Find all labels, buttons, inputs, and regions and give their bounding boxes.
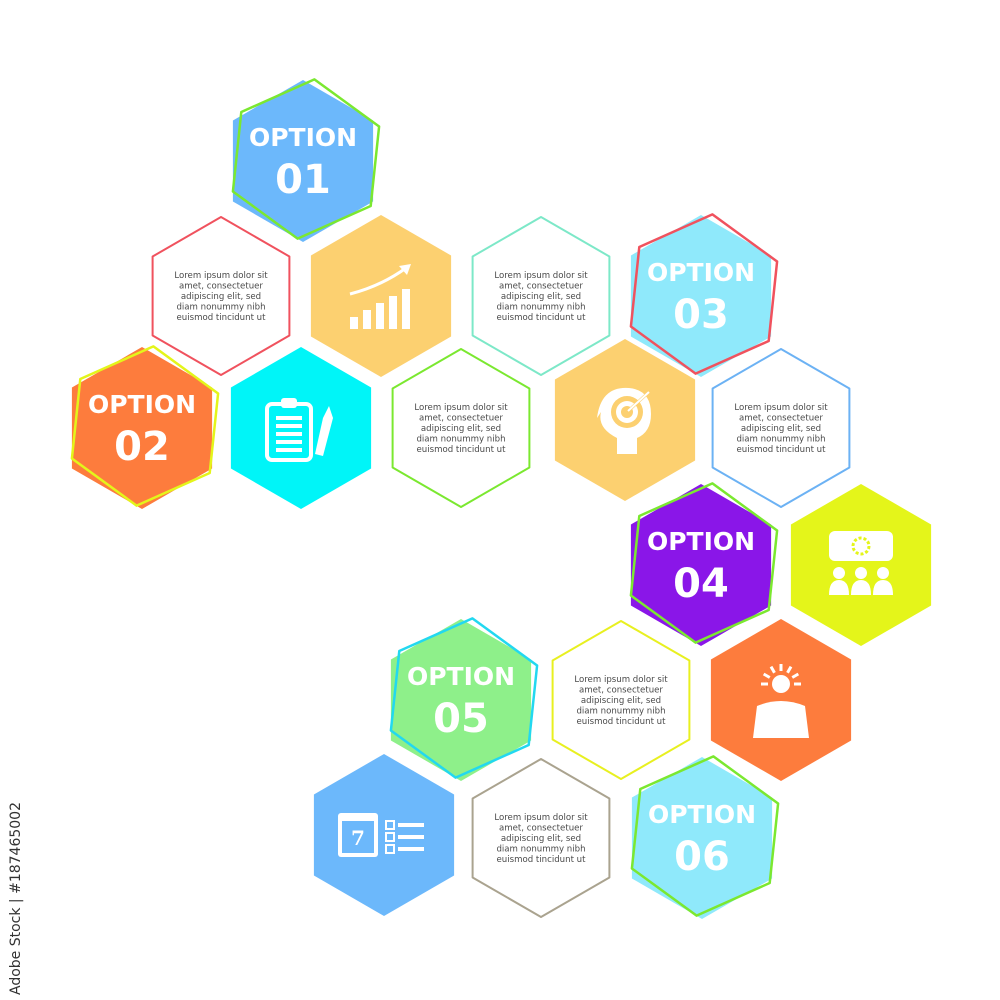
description-line: diam nonummy nibh [176, 303, 265, 313]
description-line: diam nonummy nibh [496, 845, 585, 855]
option-number: 01 [275, 157, 331, 203]
option-label: OPTION [648, 800, 756, 829]
description-line: diam nonummy nibh [496, 303, 585, 313]
calendar-checklist-icon: 7 [338, 813, 424, 857]
growth-chart-icon [349, 264, 411, 329]
hexagon-fill [390, 619, 532, 781]
hexagon-outline [471, 758, 611, 918]
hexagon-fill [710, 619, 852, 781]
description-line: euismod tincidunt ut [737, 445, 827, 455]
hexagon-border [389, 617, 539, 779]
svg-text:7: 7 [351, 826, 365, 850]
option-06-hexagon: OPTION 06 [630, 755, 780, 919]
option-01-hexagon: OPTION 01 [231, 78, 381, 242]
icon-hexagon [710, 619, 852, 781]
hexagon-border [629, 482, 779, 644]
hexagon-border [231, 78, 381, 240]
description-line: adipiscing elit, sed [181, 292, 261, 302]
description-line: euismod tincidunt ut [177, 313, 267, 323]
option-05-hexagon: OPTION 05 [389, 617, 539, 781]
hexagon-outline [711, 348, 851, 508]
option-label: OPTION [647, 527, 755, 556]
description-line: Lorem ipsum dolor sit [414, 403, 508, 413]
idea-person-icon [753, 664, 809, 738]
option-number: 04 [673, 561, 729, 607]
description-line: amet, consectetuer [739, 414, 823, 424]
option-label: OPTION [407, 662, 515, 691]
hexagon-fill [313, 754, 455, 916]
hexagon-outline [471, 216, 611, 376]
icon-hexagon [554, 339, 696, 501]
icon-hexagon [230, 347, 372, 509]
option-number: 05 [433, 696, 489, 742]
option-02-hexagon: OPTION 02 [70, 345, 220, 509]
description-line: adipiscing elit, sed [501, 834, 581, 844]
option-04-hexagon: OPTION 04 [629, 482, 779, 646]
hexagon-fill [630, 215, 772, 377]
description-line: euismod tincidunt ut [497, 313, 587, 323]
watermark: Adobe Stock | #187465002 [8, 802, 24, 995]
description-line: euismod tincidunt ut [497, 855, 587, 865]
description-line: amet, consectetuer [499, 824, 583, 834]
description-line: Lorem ipsum dolor sit [174, 271, 268, 281]
description-line: adipiscing elit, sed [501, 292, 581, 302]
hexagon-border [630, 755, 780, 917]
option-label: OPTION [647, 258, 755, 287]
hexagon-border [70, 345, 220, 507]
hexagon-fill [630, 484, 772, 646]
hexagon-fill [232, 80, 374, 242]
description-line: amet, consectetuer [179, 282, 263, 292]
description-line: adipiscing elit, sed [741, 424, 821, 434]
description-line: Lorem ipsum dolor sit [494, 271, 588, 281]
clipboard-pencil-icon [265, 398, 333, 462]
option-number: 02 [114, 424, 170, 470]
hexagon-outline [551, 620, 691, 780]
option-number: 06 [674, 834, 730, 880]
option-03-hexagon: OPTION 03 [629, 213, 779, 377]
option-label: OPTION [88, 390, 196, 419]
hexagon-outline [151, 216, 291, 376]
description-line: amet, consectetuer [579, 686, 663, 696]
icon-hexagon [790, 484, 932, 646]
description-line: Lorem ipsum dolor sit [734, 403, 828, 413]
hexagon-fill [631, 757, 773, 919]
description-line: euismod tincidunt ut [417, 445, 507, 455]
description-line: diam nonummy nibh [576, 707, 665, 717]
description-line: Lorem ipsum dolor sit [494, 813, 588, 823]
option-label: OPTION [249, 123, 357, 152]
hexagon-fill [71, 347, 213, 509]
hexagon-fill [790, 484, 932, 646]
hexagon-fill [310, 215, 452, 377]
hexagon-border [629, 213, 779, 375]
option-number: 03 [673, 292, 729, 338]
icon-hexagon [310, 215, 452, 377]
description-line: amet, consectetuer [419, 414, 503, 424]
description-line: diam nonummy nibh [736, 435, 825, 445]
description-line: diam nonummy nibh [416, 435, 505, 445]
team-meeting-icon [829, 531, 893, 595]
description-line: adipiscing elit, sed [581, 696, 661, 706]
icon-hexagon: 7 [313, 754, 455, 916]
description-line: Lorem ipsum dolor sit [574, 675, 668, 685]
description-line: adipiscing elit, sed [421, 424, 501, 434]
description-line: amet, consectetuer [499, 282, 583, 292]
hexagon-outline [391, 348, 531, 508]
head-target-icon [597, 387, 651, 454]
description-line: euismod tincidunt ut [577, 717, 667, 727]
